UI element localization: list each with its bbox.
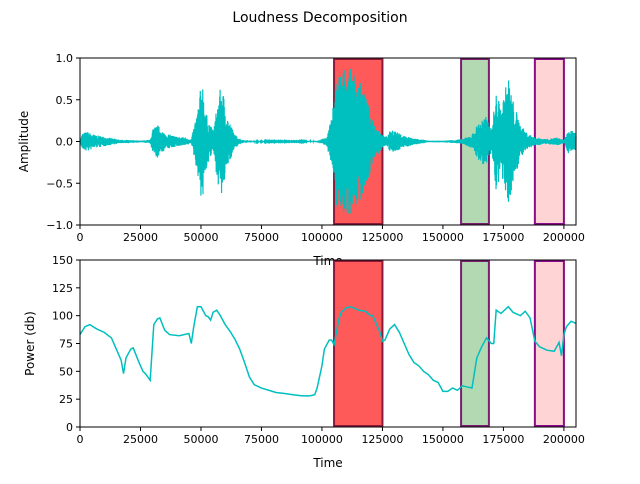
amplitude-xtick-label: 125000 xyxy=(361,231,403,244)
power-highlight-region-2 xyxy=(460,260,490,427)
power-xtick-label: 125000 xyxy=(361,433,403,446)
power-ytick-label: 0 xyxy=(66,421,73,434)
power-line xyxy=(79,305,577,397)
power-xtick-label: 200000 xyxy=(543,433,585,446)
power-xtick-label: 0 xyxy=(77,433,84,446)
amplitude-waveform xyxy=(79,68,577,214)
power-highlight-region-1 xyxy=(333,260,384,427)
amplitude-panel: 0 25000 50000 75000 100000 125000 150000 175000… xyxy=(17,52,585,268)
amplitude-xtick-label: 25000 xyxy=(123,231,158,244)
power-highlight-regions xyxy=(333,260,565,427)
amplitude-ytick-label: −1.0 xyxy=(46,219,73,232)
amplitude-ticks: 0 25000 50000 75000 100000 125000 150000 175000… xyxy=(46,52,585,244)
amplitude-xtick-label: 0 xyxy=(77,231,84,244)
power-ytick-label: 25 xyxy=(59,393,73,406)
amplitude-xtick-label: 200000 xyxy=(543,231,585,244)
power-ytick-label: 75 xyxy=(59,338,73,351)
figure-title: Loudness Decomposition xyxy=(232,10,407,26)
amplitude-xtick-label: 150000 xyxy=(422,231,464,244)
power-xtick-label: 100000 xyxy=(301,433,343,446)
power-xtick-label: 50000 xyxy=(183,433,218,446)
amplitude-ytick-label: 0.5 xyxy=(56,94,74,107)
power-xlabel: Time xyxy=(312,456,342,470)
power-ytick-label: 100 xyxy=(52,310,73,323)
amplitude-xtick-label: 75000 xyxy=(244,231,279,244)
amplitude-ytick-label: −0.5 xyxy=(46,177,73,190)
power-xtick-label: 25000 xyxy=(123,433,158,446)
power-ytick-label: 50 xyxy=(59,365,73,378)
amplitude-ytick-label: 0.0 xyxy=(56,136,74,149)
power-ylabel: Power (db) xyxy=(23,311,37,376)
power-series-line xyxy=(79,305,577,397)
amplitude-xtick-label: 175000 xyxy=(482,231,524,244)
power-ytick-label: 150 xyxy=(52,254,73,267)
amplitude-ytick-label: 1.0 xyxy=(56,52,74,65)
power-xtick-label: 150000 xyxy=(422,433,464,446)
amplitude-waveform-line xyxy=(79,68,577,214)
power-xtick-label: 75000 xyxy=(244,433,279,446)
power-xtick-label: 175000 xyxy=(482,433,524,446)
power-panel: 0 25000 50000 75000 100000 125000 150000 175000… xyxy=(23,254,585,470)
power-ytick-label: 125 xyxy=(52,282,73,295)
power-ticks: 0 25000 50000 75000 100000 125000 150000 175000… xyxy=(52,254,585,446)
amplitude-xtick-label: 100000 xyxy=(301,231,343,244)
amplitude-xtick-label: 50000 xyxy=(183,231,218,244)
amplitude-ylabel: Amplitude xyxy=(17,111,31,173)
